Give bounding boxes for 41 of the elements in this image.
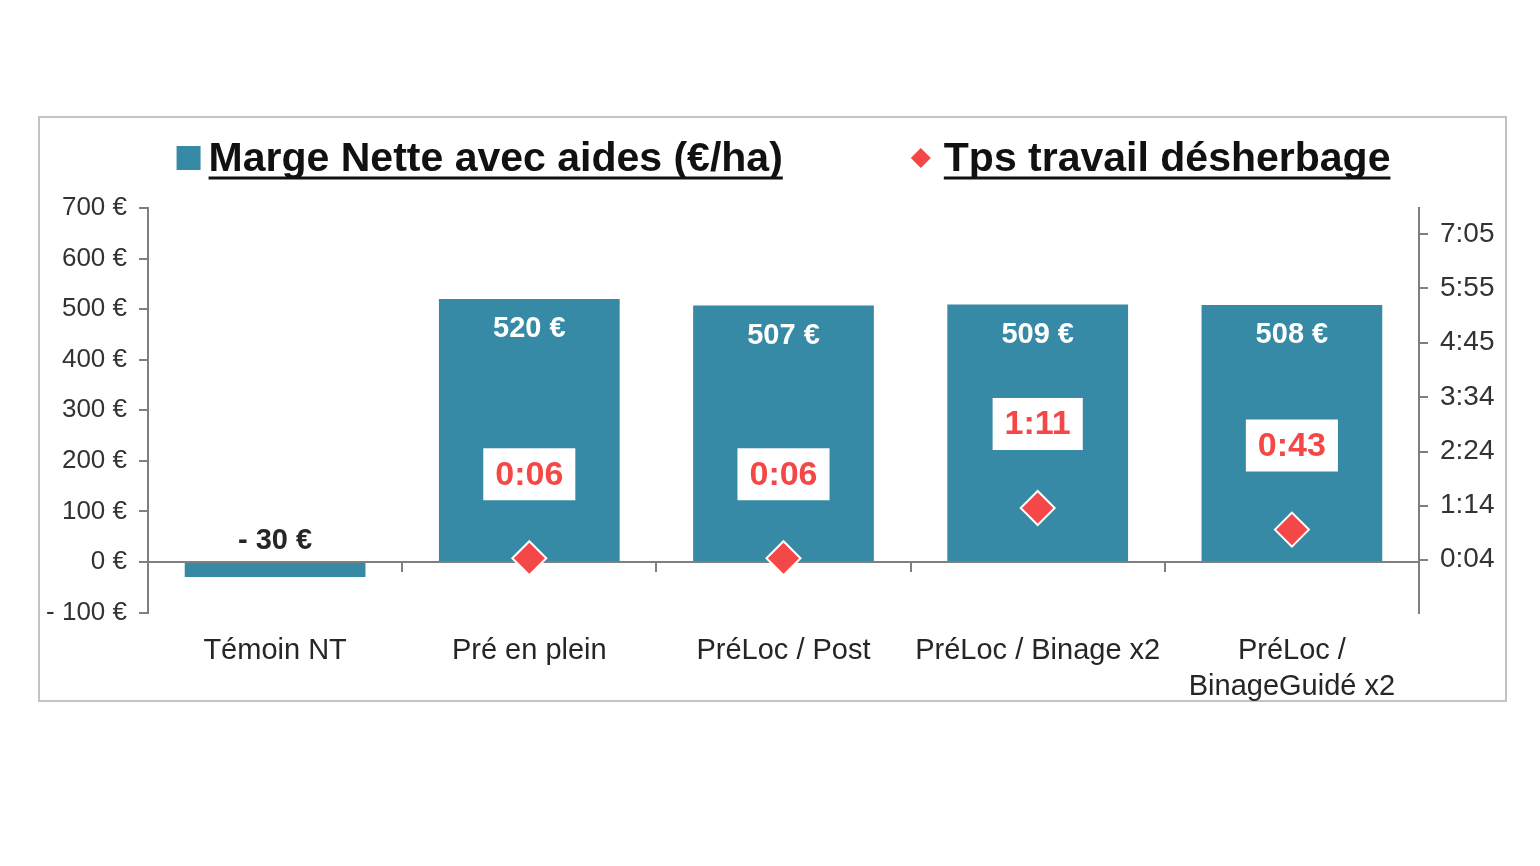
y2-tick-label: 0:04: [1440, 542, 1495, 574]
y-tick-label: 600 €: [61, 241, 128, 272]
data-label: 520 €: [493, 311, 566, 344]
x-tick-label: PréLoc / BinageGuidé x2: [1188, 632, 1396, 701]
x-tick-label: Pré en plein: [451, 632, 607, 665]
point: [765, 540, 802, 577]
y-tick-label: 300 €: [61, 393, 128, 424]
y-tick-label: 500 €: [61, 292, 128, 323]
x-tick-label: Témoin NT: [203, 632, 348, 665]
data-label: 0:06: [495, 453, 564, 492]
x-tick-label: PréLoc / Post: [696, 632, 871, 665]
y-tick-label: 700 €: [61, 191, 128, 222]
point: [511, 540, 548, 577]
legend-label: Tps travail désherbage: [943, 134, 1391, 180]
data-label: 508 €: [1255, 317, 1329, 350]
y-tick-label: 200 €: [61, 443, 128, 474]
bar: [1201, 305, 1383, 561]
data-label: - 30 €: [238, 522, 313, 555]
data-label: 1:11: [1004, 403, 1071, 442]
y2-tick-label: 3:34: [1440, 380, 1495, 412]
bar: [184, 562, 366, 578]
y2-tick-label: 1:14: [1440, 488, 1495, 520]
point: [1019, 489, 1056, 526]
bar: [693, 305, 874, 561]
y-tick-label: 0 €: [90, 545, 128, 576]
y2-tick-label: 7:05: [1440, 217, 1495, 249]
legend-label: Marge Nette avec aides (€/ha): [208, 134, 783, 180]
data-label: 509 €: [1001, 316, 1074, 349]
point: [1273, 511, 1310, 548]
y2-tick-label: 5:55: [1440, 271, 1495, 303]
y-tick-label: 100 €: [61, 494, 128, 525]
y2-tick-label: 4:45: [1440, 325, 1495, 357]
bar: [438, 299, 620, 561]
data-label: 0:06: [749, 453, 818, 492]
y-tick-label: 400 €: [61, 342, 128, 373]
y-tick-label: - 100 €: [46, 595, 128, 626]
bar: [947, 304, 1129, 561]
y2-tick-label: 2:24: [1440, 434, 1495, 466]
data-label: 507 €: [747, 317, 820, 350]
x-tick-label: PréLoc / Binage x2: [915, 632, 1161, 665]
data-label: 0:43: [1257, 424, 1326, 463]
